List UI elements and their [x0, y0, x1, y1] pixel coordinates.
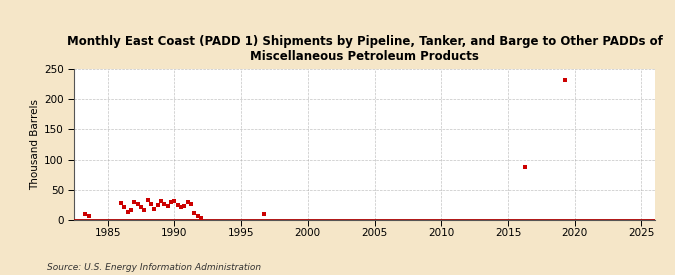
Point	[129, 200, 140, 204]
Point	[132, 202, 143, 207]
Point	[149, 206, 160, 211]
Point	[153, 203, 163, 208]
Point	[84, 214, 95, 218]
Point	[259, 212, 270, 216]
Point	[126, 208, 136, 213]
Point	[139, 208, 150, 212]
Point	[519, 164, 530, 169]
Y-axis label: Thousand Barrels: Thousand Barrels	[30, 99, 40, 190]
Point	[186, 202, 196, 207]
Point	[192, 214, 203, 219]
Point	[142, 198, 153, 202]
Point	[80, 212, 90, 216]
Point	[136, 205, 146, 210]
Point	[162, 204, 173, 208]
Text: Source: U.S. Energy Information Administration: Source: U.S. Energy Information Administ…	[47, 263, 261, 272]
Point	[169, 199, 180, 204]
Title: Monthly East Coast (PADD 1) Shipments by Pipeline, Tanker, and Barge to Other PA: Monthly East Coast (PADD 1) Shipments by…	[67, 35, 662, 64]
Point	[146, 202, 157, 206]
Point	[189, 211, 200, 216]
Point	[182, 200, 193, 205]
Point	[122, 209, 133, 214]
Point	[196, 216, 207, 220]
Point	[176, 205, 186, 210]
Point	[165, 200, 176, 205]
Point	[560, 78, 570, 82]
Point	[115, 201, 126, 205]
Point	[179, 204, 190, 208]
Point	[159, 202, 169, 206]
Point	[119, 205, 130, 209]
Point	[156, 199, 167, 204]
Point	[172, 203, 183, 207]
